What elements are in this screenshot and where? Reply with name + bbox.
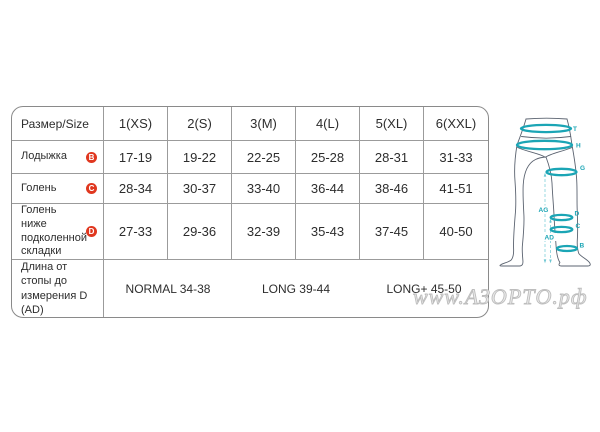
label-ag: AG <box>539 207 549 214</box>
circumference-bands <box>515 123 579 253</box>
band-d-below-knee <box>549 213 574 222</box>
label-ad: AD <box>545 235 555 242</box>
below-knee-value: 37-45 <box>360 204 424 260</box>
legs-outline <box>499 117 591 267</box>
ag-label-bg <box>538 205 551 214</box>
below-knee-value: 40-50 <box>424 204 488 260</box>
band-b-ankle <box>555 244 579 253</box>
label-c: C <box>576 223 581 230</box>
below-knee-value: 35-43 <box>296 204 360 260</box>
band-c-calf <box>549 225 574 234</box>
header-size-6xxl: 6(XXL) <box>424 107 488 141</box>
watermark: www.АЗОРТО.рф <box>413 284 588 310</box>
badge-d-icon: D <box>86 226 97 237</box>
row-length-label: Длина от стопы до измерения D (AD) <box>21 261 88 316</box>
ankle-value: 19-22 <box>168 141 232 174</box>
calf-value: 36-44 <box>296 174 360 204</box>
row-ankle-label: Лодыжка <box>21 150 67 163</box>
badge-c-icon: C <box>86 183 97 194</box>
ankle-value: 17-19 <box>104 141 168 174</box>
label-d: D <box>575 211 580 218</box>
ankle-value: 31-33 <box>424 141 488 174</box>
band-h-hip <box>515 139 574 151</box>
row-below-knee-label: Голень ниже подколенной складки <box>21 204 88 258</box>
header-size-4l: 4(L) <box>296 107 360 141</box>
ankle-value: 22-25 <box>232 141 296 174</box>
ankle-value: 28-31 <box>360 141 424 174</box>
calf-value: 38-46 <box>360 174 424 204</box>
below-knee-value: 32-39 <box>232 204 296 260</box>
row-length-label-cell: Длина от стопы до измерения D (AD) <box>12 260 104 318</box>
label-h: H <box>576 143 581 150</box>
calf-value: 28-34 <box>104 174 168 204</box>
row-calf: Голень C 28-34 30-37 33-40 36-44 38-46 4… <box>12 174 488 204</box>
ad-label-bg <box>544 233 557 241</box>
length-normal: NORMAL 34-38 <box>125 281 211 296</box>
calf-value: 41-51 <box>424 174 488 204</box>
row-calf-label-cell: Голень C <box>12 174 104 204</box>
header-size-5xl: 5(XL) <box>360 107 424 141</box>
length-long-plus: LONG+ 45-50 <box>386 281 462 296</box>
label-t: T <box>573 126 577 133</box>
ankle-value: 25-28 <box>296 141 360 174</box>
header-size-3m: 3(M) <box>232 107 296 141</box>
calf-value: 30-37 <box>168 174 232 204</box>
row-below-knee-label-cell: Голень ниже подколенной складки D <box>12 204 104 260</box>
size-table: Размер/Size 1(XS) 2(S) 3(M) 4(L) 5(XL) 6… <box>12 107 488 318</box>
row-ankle: Лодыжка B 17-19 19-22 22-25 25-28 28-31 … <box>12 141 488 174</box>
header-size-2s: 2(S) <box>168 107 232 141</box>
header-row: Размер/Size 1(XS) 2(S) 3(M) 4(L) 5(XL) 6… <box>12 107 488 141</box>
legs-measurement-diagram: T H G D C B AG AD <box>499 117 591 267</box>
calf-value: 33-40 <box>232 174 296 204</box>
band-t-waist <box>519 123 573 134</box>
label-g: G <box>580 165 585 172</box>
below-knee-value: 27-33 <box>104 204 168 260</box>
below-knee-value: 29-36 <box>168 204 232 260</box>
band-labels: T H G D C B AG AD <box>539 126 586 250</box>
row-calf-label: Голень <box>21 181 57 194</box>
label-b: B <box>580 243 585 250</box>
row-ankle-label-cell: Лодыжка B <box>12 141 104 174</box>
band-g-thigh <box>545 167 578 177</box>
size-table-wrap: Размер/Size 1(XS) 2(S) 3(M) 4(L) 5(XL) 6… <box>11 106 489 319</box>
row-below-knee: Голень ниже подколенной складки D 27-33 … <box>12 204 488 260</box>
row-length: Длина от стопы до измерения D (AD) NORMA… <box>12 260 488 318</box>
measure-arrows <box>543 172 552 264</box>
header-size-1xs: 1(XS) <box>104 107 168 141</box>
header-size-label: Размер/Size <box>12 107 104 141</box>
badge-b-icon: B <box>86 151 97 163</box>
length-long: LONG 39-44 <box>261 281 331 296</box>
